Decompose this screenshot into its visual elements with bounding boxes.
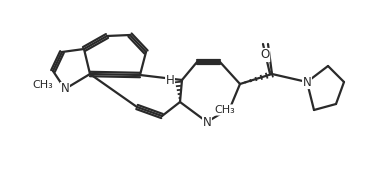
Text: N: N — [61, 82, 69, 96]
Text: CH₃: CH₃ — [215, 105, 235, 115]
Text: CH₃: CH₃ — [33, 80, 54, 90]
Text: N: N — [303, 76, 311, 88]
Text: N: N — [202, 116, 211, 128]
Text: H: H — [166, 74, 175, 86]
Text: O: O — [261, 48, 270, 62]
